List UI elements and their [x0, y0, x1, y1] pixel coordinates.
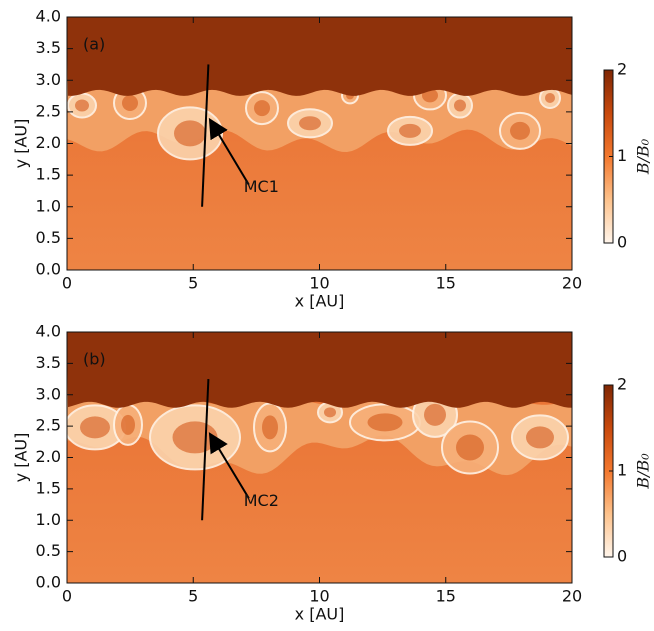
field-top: [67, 332, 572, 408]
field-core: [299, 116, 321, 131]
panel: MC2(b)0 5 10 15 200.00.51.01.52.02.53.03.54.…: [12, 322, 653, 624]
y-tick-label: 0.0: [36, 573, 61, 592]
colorbar-tick-label: 1: [617, 146, 627, 165]
annotation-label: MC2: [244, 491, 279, 510]
panel: MC1(a)0 5 10 15 200.00.51.01.52.02.53.03.54.…: [12, 7, 653, 311]
field-core: [526, 426, 554, 449]
y-tick-label: 1.5: [36, 165, 61, 184]
field-core: [454, 99, 466, 112]
field-core: [456, 434, 484, 461]
field-core: [262, 415, 278, 440]
x-tick-label: 10: [309, 274, 329, 293]
field-core: [254, 100, 270, 117]
colorbar-label: B/B₀: [634, 138, 653, 175]
field-image: [67, 332, 572, 583]
y-tick-label: 0.5: [36, 541, 61, 560]
colorbar-tick-label: 2: [617, 60, 627, 79]
x-tick-label: 10: [309, 587, 329, 606]
field-top: [67, 17, 572, 96]
field-image: [67, 17, 572, 270]
field-core: [121, 414, 135, 435]
field-core: [367, 413, 403, 432]
field-core: [75, 99, 89, 112]
x-axis-label: x [AU]: [295, 292, 345, 311]
field-core: [80, 416, 110, 439]
colorbar-tick-label: 0: [617, 547, 627, 566]
y-tick-label: 4.0: [36, 322, 61, 341]
y-axis-label: y [AU]: [12, 119, 31, 169]
field-core: [399, 123, 421, 138]
y-tick-label: 2.5: [36, 416, 61, 435]
field-core: [174, 120, 206, 147]
x-tick-label: 20: [562, 274, 582, 293]
x-axis-label: x [AU]: [295, 605, 345, 624]
x-tick-label: 5: [188, 274, 198, 293]
panel-label: (b): [83, 350, 106, 369]
trajectory-line: [201, 379, 210, 521]
x-tick-label: 5: [188, 587, 198, 606]
y-tick-label: 0.0: [36, 260, 61, 279]
x-tick-label: 15: [436, 274, 456, 293]
colorbar-tick-label: 0: [617, 233, 627, 252]
annotation-label: MC1: [244, 177, 279, 196]
colorbar-label: B/B₀: [634, 453, 653, 490]
panel-label: (a): [83, 35, 105, 54]
y-tick-label: 1.5: [36, 478, 61, 497]
y-tick-label: 1.0: [36, 196, 61, 215]
field-core: [545, 92, 555, 103]
field-core: [122, 95, 138, 112]
field-core: [424, 403, 446, 426]
y-tick-label: 4.0: [36, 7, 61, 26]
field-core: [172, 421, 218, 454]
y-axis-label: y [AU]: [12, 433, 31, 483]
trajectory-line: [201, 64, 210, 207]
y-tick-label: 3.0: [36, 70, 61, 89]
colorbar-tick-label: 1: [617, 461, 627, 480]
y-tick-label: 1.0: [36, 510, 61, 529]
annotation-arrow: [208, 117, 250, 186]
y-tick-label: 3.5: [36, 353, 61, 372]
field-core: [324, 407, 336, 418]
colorbar-tick-label: 2: [617, 375, 627, 394]
x-tick-label: 20: [562, 587, 582, 606]
y-tick-label: 2.0: [36, 447, 61, 466]
y-tick-label: 2.5: [36, 101, 61, 120]
x-tick-label: 0: [62, 587, 72, 606]
field-core: [510, 121, 530, 140]
annotation-arrow: [208, 432, 250, 499]
y-tick-label: 3.0: [36, 384, 61, 403]
x-tick-label: 0: [62, 274, 72, 293]
y-tick-label: 3.5: [36, 38, 61, 57]
x-tick-label: 15: [436, 587, 456, 606]
y-tick-label: 2.0: [36, 133, 61, 152]
y-tick-label: 0.5: [36, 228, 61, 247]
